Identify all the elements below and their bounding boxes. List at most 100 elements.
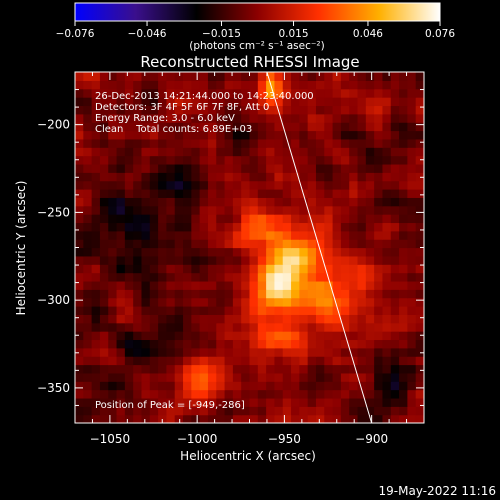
heatmap-cell (174, 297, 184, 307)
heatmap-cell (291, 147, 300, 157)
heatmap-cell (174, 339, 184, 349)
heatmap-cell (332, 397, 342, 407)
heatmap-cell (224, 222, 234, 232)
heatmap-cell (191, 214, 201, 224)
heatmap-cell (257, 264, 267, 274)
heatmap-cell (216, 255, 226, 265)
heatmap-cell (224, 314, 234, 324)
heatmap-cell (174, 372, 184, 382)
heatmap-cell (191, 364, 201, 374)
heatmap-cell (415, 314, 424, 324)
heatmap-cell (99, 189, 109, 198)
heatmap-cell (374, 214, 384, 224)
heatmap-cell (99, 381, 109, 391)
heatmap-cell (133, 222, 143, 232)
heatmap-cell (315, 205, 325, 215)
heatmap-cell (315, 189, 325, 198)
heatmap-cell (390, 264, 400, 274)
heatmap-cell (224, 72, 234, 81)
heatmap-cell (307, 331, 317, 341)
heatmap-cell (374, 280, 384, 290)
heatmap-cell (91, 222, 101, 232)
heatmap-cell (249, 97, 259, 107)
heatmap-cell (224, 339, 234, 349)
heatmap-cell (166, 306, 176, 315)
heatmap-cell (282, 105, 292, 115)
heatmap-cell (390, 364, 400, 374)
heatmap-cell (108, 163, 118, 173)
heatmap-cell (174, 389, 184, 399)
heatmap-cell (99, 222, 109, 232)
heatmap-cell (374, 172, 384, 182)
heatmap-cell (399, 372, 408, 382)
heatmap-cell (299, 197, 309, 207)
heatmap-cell (99, 97, 109, 107)
heatmap-cell (399, 138, 408, 148)
heatmap-cell (207, 255, 217, 265)
heatmap-cell (141, 239, 151, 249)
heatmap-cell (315, 80, 325, 90)
heatmap-cell (108, 289, 118, 299)
heatmap-cell (249, 172, 259, 182)
heatmap-cell (382, 372, 392, 382)
heatmap-cell (407, 406, 417, 416)
heatmap-cell (199, 230, 209, 240)
heatmap-cell (324, 88, 334, 98)
heatmap-cell (116, 88, 126, 98)
heatmap-cell (75, 272, 84, 282)
heatmap-cell (99, 230, 109, 240)
heatmap-cell (133, 105, 143, 115)
heatmap-cell (75, 222, 84, 232)
heatmap-cell (307, 381, 317, 391)
heatmap-cell (349, 155, 359, 165)
heatmap-cell (224, 80, 234, 90)
heatmap-cell (141, 222, 151, 232)
heatmap-cell (133, 113, 143, 123)
heatmap-cell (199, 222, 209, 232)
heatmap-cell (216, 180, 226, 190)
heatmap-cell (116, 347, 126, 357)
heatmap-cell (332, 364, 342, 374)
heatmap-cell (340, 214, 350, 224)
heatmap-cell (365, 189, 375, 198)
heatmap-cell (249, 322, 259, 332)
heatmap-cell (266, 222, 276, 232)
heatmap-cell (124, 372, 134, 382)
heatmap-cell (399, 239, 408, 249)
heatmap-cell (274, 239, 284, 249)
heatmap-cell (282, 331, 292, 341)
heatmap-cell (315, 306, 325, 315)
colorbar: −0.076 −0.046 −0.015 0.015 0.046 0.076 (photo… (56, 2, 455, 52)
heatmap-cell (174, 255, 184, 265)
heatmap-cell (315, 147, 325, 157)
heatmap-cell (407, 105, 417, 115)
heatmap-cell (340, 122, 350, 132)
heatmap-cell (108, 322, 118, 332)
heatmap-cell (207, 289, 217, 299)
heatmap-cell (149, 339, 159, 349)
heatmap-cell (99, 113, 109, 123)
heatmap-cell (282, 80, 292, 90)
heatmap-cell (207, 272, 217, 282)
heatmap-cell (365, 339, 375, 349)
heatmap-cell (75, 230, 84, 240)
heatmap-cell (399, 72, 408, 81)
heatmap-cell (365, 105, 375, 115)
heatmap-cell (232, 205, 242, 215)
heatmap-cell (99, 105, 109, 115)
heatmap-cell (149, 397, 159, 407)
heatmap-cell (399, 222, 408, 232)
heatmap-cell (199, 189, 209, 198)
heatmap-cell (249, 230, 259, 240)
heatmap-cell (315, 197, 325, 207)
heatmap-cell (232, 189, 242, 198)
heatmap-cell (241, 97, 251, 107)
heatmap-cell (183, 138, 192, 148)
colorbar-tick-label: 0.076 (425, 28, 455, 40)
heatmap-cell (133, 339, 143, 349)
heatmap-cell (266, 272, 276, 282)
heatmap-cell (91, 205, 101, 215)
heatmap-cell (241, 88, 251, 98)
heatmap-cell (274, 347, 284, 357)
heatmap-cell (349, 314, 359, 324)
